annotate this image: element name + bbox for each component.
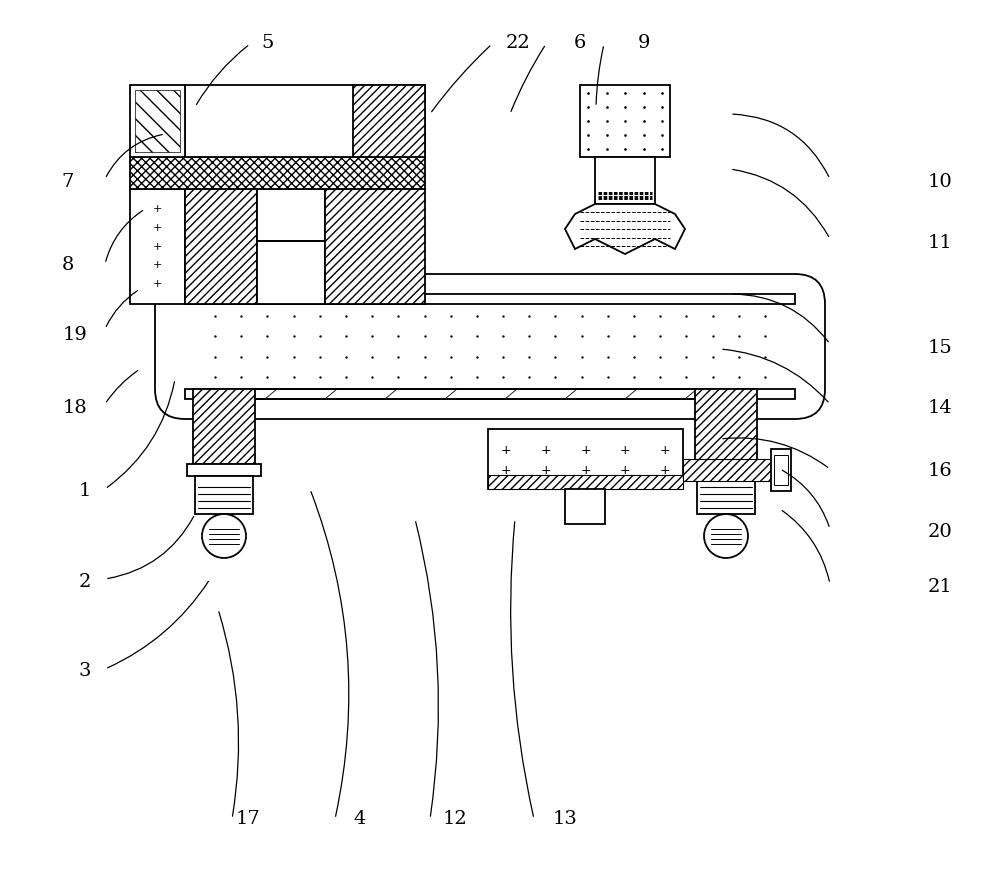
- Text: 22: 22: [506, 35, 530, 52]
- FancyBboxPatch shape: [155, 274, 825, 419]
- Text: +: +: [540, 445, 551, 457]
- Text: 6: 6: [574, 35, 586, 52]
- Bar: [193, 389, 255, 464]
- Bar: [683, 459, 771, 481]
- Bar: [135, 90, 180, 152]
- Text: 17: 17: [236, 810, 260, 827]
- Text: +: +: [620, 465, 631, 477]
- Text: +: +: [501, 445, 511, 457]
- Bar: [695, 389, 757, 464]
- Text: +: +: [153, 242, 162, 251]
- Text: 20: 20: [928, 523, 952, 541]
- Bar: [488, 475, 683, 489]
- Text: 12: 12: [443, 810, 467, 827]
- Text: 2: 2: [79, 574, 91, 591]
- Text: 11: 11: [928, 235, 952, 252]
- Text: 1: 1: [79, 482, 91, 500]
- Bar: [257, 189, 325, 241]
- Polygon shape: [565, 204, 685, 254]
- Bar: [697, 476, 755, 514]
- Text: +: +: [153, 204, 162, 214]
- Bar: [689, 464, 763, 476]
- Text: +: +: [620, 445, 631, 457]
- Circle shape: [202, 514, 246, 558]
- Text: +: +: [153, 279, 162, 289]
- Bar: [130, 189, 185, 304]
- Text: +: +: [580, 465, 591, 477]
- Text: 9: 9: [638, 35, 650, 52]
- Bar: [130, 85, 185, 157]
- Text: 7: 7: [62, 174, 74, 191]
- Bar: [580, 85, 670, 157]
- Text: +: +: [501, 465, 511, 477]
- Text: 8: 8: [62, 256, 74, 274]
- Text: +: +: [540, 465, 551, 477]
- Bar: [187, 464, 261, 476]
- Text: 21: 21: [928, 578, 952, 595]
- Bar: [185, 189, 257, 304]
- Text: 18: 18: [63, 400, 87, 417]
- Text: 4: 4: [354, 810, 366, 827]
- Bar: [595, 157, 655, 204]
- Bar: [185, 294, 795, 304]
- Bar: [774, 455, 788, 485]
- Bar: [771, 449, 791, 491]
- Text: 16: 16: [928, 462, 952, 480]
- Bar: [185, 389, 795, 399]
- Circle shape: [704, 514, 748, 558]
- Bar: [195, 476, 253, 514]
- Text: 13: 13: [553, 810, 577, 827]
- Bar: [257, 241, 325, 304]
- Text: 19: 19: [63, 326, 87, 343]
- Text: +: +: [580, 445, 591, 457]
- Text: 15: 15: [928, 339, 952, 356]
- Text: +: +: [660, 445, 670, 457]
- Text: +: +: [153, 260, 162, 270]
- Text: 10: 10: [928, 174, 952, 191]
- Bar: [130, 157, 425, 189]
- Bar: [185, 85, 425, 157]
- Text: +: +: [153, 222, 162, 233]
- Text: 3: 3: [79, 662, 91, 680]
- Text: 5: 5: [262, 35, 274, 52]
- Bar: [325, 189, 425, 304]
- Text: 14: 14: [928, 400, 952, 417]
- Bar: [565, 489, 605, 524]
- Bar: [353, 85, 425, 157]
- Text: +: +: [660, 465, 670, 477]
- Bar: [488, 429, 683, 489]
